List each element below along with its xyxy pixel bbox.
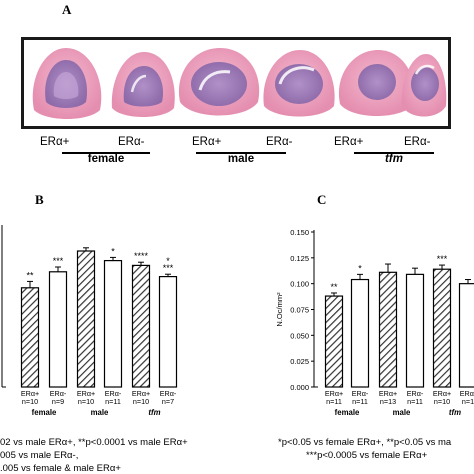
bar [158, 275, 178, 388]
bar [458, 283, 474, 388]
x-category-label: ERα- [460, 389, 474, 398]
x-category-label: ERα+ [433, 389, 451, 398]
bar [103, 259, 123, 388]
significance-annotation: * [358, 263, 362, 273]
panel-b-footnote-1: 02 vs male ERα+, **p<0.0001 vs male ERα+ [0, 437, 188, 448]
significance-annotation: *** [163, 263, 174, 273]
genotype-label-4: ERα- [266, 136, 293, 148]
bar [131, 264, 151, 388]
panel-c-footnote-1: *p<0.05 vs female ERα+, **p<0.05 vs ma [278, 437, 452, 448]
bar [432, 268, 452, 388]
group-label-female: female [335, 408, 360, 415]
y-tick-label: 0.000 [290, 383, 309, 392]
genotype-label-3: ERα+ [192, 136, 222, 148]
genotype-label-2: ERα- [118, 136, 145, 148]
y-tick-label: 0.025 [290, 357, 309, 366]
x-n-label: n=10 [22, 397, 38, 406]
y-tick-label: 0.150 [290, 228, 309, 237]
panel-b-bar-chart: **ERα+n=10***ERα-n=9ERα+n=10*ERα-n=11***… [1, 225, 178, 415]
group-label-tfm: tfm [449, 408, 461, 415]
group-label-male: male [393, 408, 411, 415]
x-n-label: n=7 [162, 397, 174, 406]
genotype-label-5: ERα+ [334, 136, 364, 148]
significance-annotation: *** [437, 254, 448, 264]
x-n-label: n=11 [326, 397, 342, 406]
x-category-label: ERα- [160, 389, 177, 398]
x-n-label: n=9 [52, 397, 64, 406]
x-category-label: ERα+ [21, 389, 39, 398]
bone-section-6 [401, 54, 447, 117]
panel-c-letter: C [317, 192, 327, 207]
histology-image-strip [21, 37, 451, 129]
x-n-label: n=10 [434, 397, 450, 406]
group-label-female: female [32, 408, 57, 415]
x-n-label: n=13 [380, 397, 396, 406]
panel-b-footnote-3: .005 vs female & male ERα+ [0, 463, 121, 474]
x-category-label: ERα+ [132, 389, 150, 398]
significance-annotation: * [111, 246, 115, 256]
group-label-male: male [227, 153, 255, 165]
x-category-label: ERα- [105, 389, 122, 398]
x-category-label: ERα+ [77, 389, 95, 398]
significance-annotation: ** [26, 270, 34, 280]
bar [350, 278, 370, 388]
bar [20, 287, 40, 388]
group-label-male: male [91, 408, 109, 415]
bar [48, 271, 68, 388]
group-label-tfm: tfm [148, 408, 160, 415]
significance-annotation: **** [134, 251, 149, 261]
bone-section-5 [338, 50, 415, 116]
bar [378, 271, 398, 388]
panel-a-letter: A [62, 2, 72, 17]
x-n-label: n=10 [133, 397, 149, 406]
x-n-label: n=1 [462, 397, 474, 406]
bone-section-1 [32, 48, 102, 119]
bone-section-4 [263, 50, 335, 117]
group-underline-female [62, 152, 150, 154]
panel-c-footnote-2: ***p<0.0005 vs female ERα+ [306, 450, 428, 461]
y-tick-label: 0.050 [290, 331, 309, 340]
genotype-label-6: ERα- [404, 136, 431, 148]
group-underline-tfm [354, 152, 434, 154]
x-n-label: n=10 [78, 397, 94, 406]
y-tick-label: 0.100 [290, 280, 309, 289]
y-axis-label: N.Oc/mm² [275, 292, 284, 327]
group-underline-male [196, 152, 286, 154]
significance-annotation: *** [53, 256, 64, 266]
bone-section-images [32, 48, 447, 119]
bone-section-3 [178, 48, 260, 116]
significance-annotation: * [166, 256, 170, 266]
x-n-label: n=11 [407, 397, 423, 406]
bar [405, 273, 425, 388]
y-tick-label: 0.125 [290, 254, 309, 263]
group-label-tfm: tfm [385, 153, 403, 165]
bone-section-2 [111, 52, 175, 117]
x-category-label: ERα- [50, 389, 67, 398]
group-label-female: female [87, 153, 125, 165]
significance-annotation: ** [330, 282, 338, 292]
x-category-label: ERα- [407, 389, 424, 398]
panel-b-letter: B [35, 192, 44, 207]
panel-c-bar-chart: 0.000 0.025 0.050 0.075 0.100 0.125 0.150 N.Oc/… [275, 228, 474, 415]
panel-b-footnote-2: 005 vs male ERα-, [0, 450, 79, 461]
x-category-label: ERα+ [379, 389, 397, 398]
x-n-label: n=11 [352, 397, 368, 406]
y-tick-label: 0.075 [290, 306, 309, 315]
x-category-label: ERα- [352, 389, 369, 398]
x-n-label: n=11 [105, 397, 121, 406]
x-category-label: ERα+ [325, 389, 343, 398]
bar [324, 295, 344, 388]
genotype-label-1: ERα+ [40, 136, 70, 148]
bar [76, 250, 96, 388]
